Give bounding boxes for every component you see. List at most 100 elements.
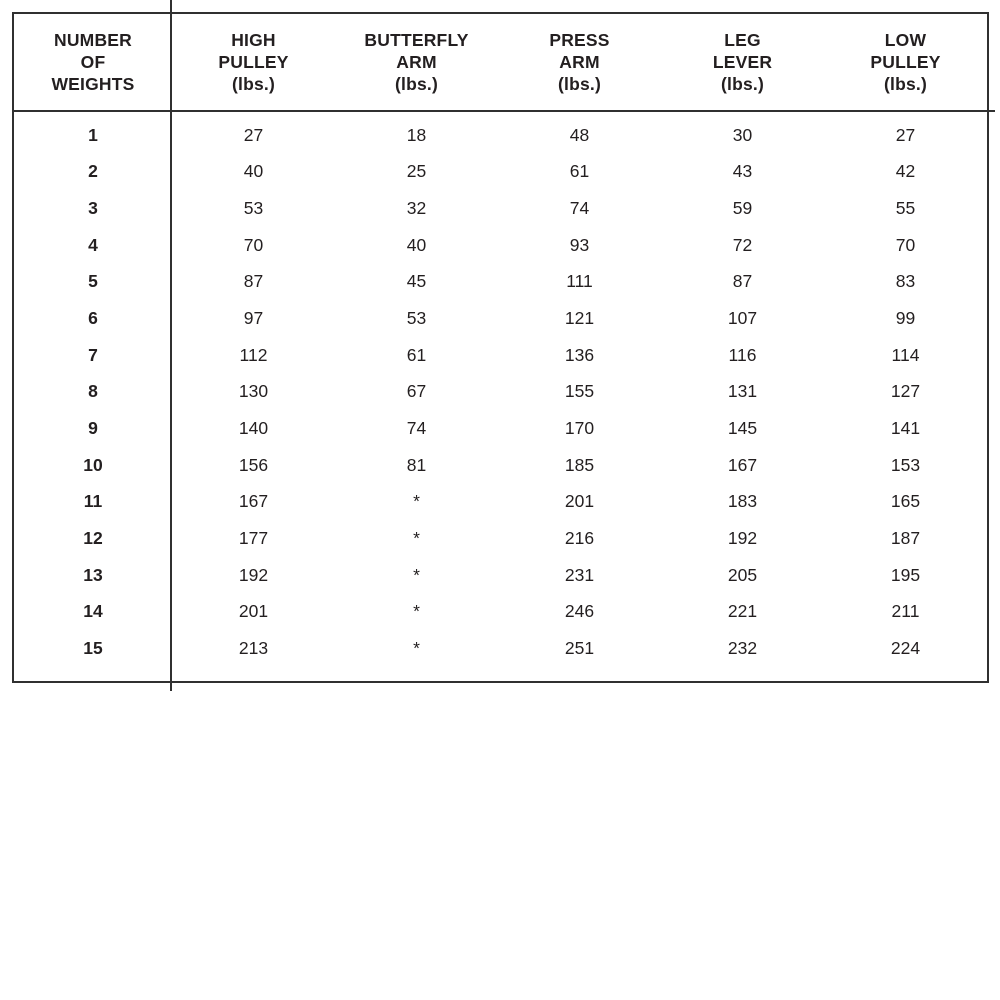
cell-press-arm: 136 [564,344,595,365]
cell-high-pulley: 140 [238,417,269,438]
cell-high-pulley: 40 [243,161,264,182]
cell-weights-count: 7 [88,344,98,365]
weight-resistance-table: NUMBER OF WEIGHTS HIGH PULLEY (lbs.) BUTTE… [12,0,995,691]
cell-leg-lever: 72 [732,234,753,255]
cell-press-arm: 74 [569,197,590,218]
cell-weights-count: 2 [88,161,98,182]
cell-press-arm: 246 [564,601,595,622]
cell-press-arm: 231 [564,564,595,585]
cell-weights-count: 4 [88,234,98,255]
cell-leg-lever: 59 [732,197,753,218]
cell-press-arm: 201 [564,491,595,512]
cell-leg-lever: 167 [727,454,758,475]
cell-butterfly-arm: * [413,564,420,585]
cell-high-pulley: 177 [238,527,269,548]
cell-butterfly-arm: 74 [406,417,427,438]
cell-weights-count: 15 [83,637,103,658]
cell-low-pulley: 141 [890,417,921,438]
cell-weights-count: 9 [88,417,98,438]
cell-low-pulley: 42 [895,161,916,182]
cell-leg-lever: 30 [732,124,753,145]
column-header-leg-lever: LEG LEVER (lbs.) [712,30,773,94]
cell-press-arm: 121 [564,307,595,328]
cell-press-arm: 170 [564,417,595,438]
cell-butterfly-arm: 45 [406,271,427,292]
cell-low-pulley: 55 [895,197,916,218]
cell-low-pulley: 70 [895,234,916,255]
cell-press-arm: 216 [564,527,595,548]
cell-low-pulley: 153 [890,454,921,475]
cell-weights-count: 14 [83,601,103,622]
cell-weights-count: 3 [88,197,98,218]
cell-high-pulley: 167 [238,491,269,512]
cell-butterfly-arm: 40 [406,234,427,255]
cell-leg-lever: 221 [727,601,758,622]
cell-low-pulley: 224 [890,637,921,658]
cell-weights-count: 13 [83,564,103,585]
cell-low-pulley: 195 [890,564,921,585]
cell-press-arm: 93 [569,234,590,255]
header-divider-line [14,110,995,112]
cell-high-pulley: 87 [243,271,264,292]
cell-leg-lever: 87 [732,271,753,292]
column-divider-line [170,0,172,691]
cell-weights-count: 8 [88,381,98,402]
cell-weights-count: 11 [83,491,103,512]
cell-leg-lever: 116 [728,344,757,365]
cell-high-pulley: 27 [243,124,264,145]
cell-leg-lever: 232 [727,637,758,658]
cell-high-pulley: 130 [238,381,269,402]
cell-leg-lever: 43 [732,161,753,182]
cell-butterfly-arm: 32 [406,197,427,218]
column-header-butterfly-arm: BUTTERFLY ARM (lbs.) [364,30,469,94]
cell-low-pulley: 187 [890,527,921,548]
column-header-press-arm: PRESS ARM (lbs.) [549,30,610,94]
cell-leg-lever: 145 [727,417,758,438]
cell-low-pulley: 165 [890,491,921,512]
cell-butterfly-arm: * [413,637,420,658]
cell-press-arm: 155 [564,381,595,402]
cell-high-pulley: 70 [243,234,264,255]
cell-leg-lever: 205 [727,564,758,585]
cell-low-pulley: 114 [891,344,920,365]
cell-weights-count: 12 [83,527,103,548]
cell-butterfly-arm: 25 [406,161,427,182]
cell-press-arm: 111 [566,271,593,292]
cell-high-pulley: 112 [239,344,268,365]
cell-butterfly-arm: 18 [406,124,427,145]
cell-high-pulley: 156 [238,454,269,475]
cell-weights-count: 10 [83,454,103,475]
cell-press-arm: 48 [569,124,590,145]
cell-butterfly-arm: * [413,601,420,622]
cell-leg-lever: 183 [727,491,758,512]
cell-high-pulley: 97 [243,307,264,328]
cell-low-pulley: 83 [895,271,916,292]
cell-weights-count: 6 [88,307,98,328]
cell-weights-count: 1 [88,124,98,145]
cell-leg-lever: 192 [727,527,758,548]
table-header-row: NUMBER OF WEIGHTS HIGH PULLEY (lbs.) BUTTE… [14,14,987,110]
cell-high-pulley: 201 [238,601,269,622]
table-body: 1 27 18 48 30 27 2 40 25 61 43 42 3 53 32 74 59 55 4 70 40 93… [14,112,987,681]
cell-leg-lever: 131 [727,381,758,402]
cell-press-arm: 61 [569,161,590,182]
cell-weights-count: 5 [88,271,98,292]
column-header-high-pulley: HIGH PULLEY (lbs.) [218,30,289,94]
cell-low-pulley: 127 [890,381,921,402]
cell-leg-lever: 107 [727,307,758,328]
cell-low-pulley: 211 [891,601,920,622]
cell-butterfly-arm: 81 [406,454,427,475]
cell-high-pulley: 53 [243,197,264,218]
cell-butterfly-arm: 67 [406,381,427,402]
cell-press-arm: 185 [564,454,595,475]
cell-low-pulley: 99 [895,307,916,328]
column-header-low-pulley: LOW PULLEY (lbs.) [870,30,941,94]
column-header-weights-count: NUMBER OF WEIGHTS [51,30,135,94]
cell-high-pulley: 213 [238,637,269,658]
cell-butterfly-arm: * [413,491,420,512]
cell-butterfly-arm: 61 [406,344,427,365]
cell-low-pulley: 27 [895,124,916,145]
cell-high-pulley: 192 [238,564,269,585]
cell-butterfly-arm: 53 [406,307,427,328]
